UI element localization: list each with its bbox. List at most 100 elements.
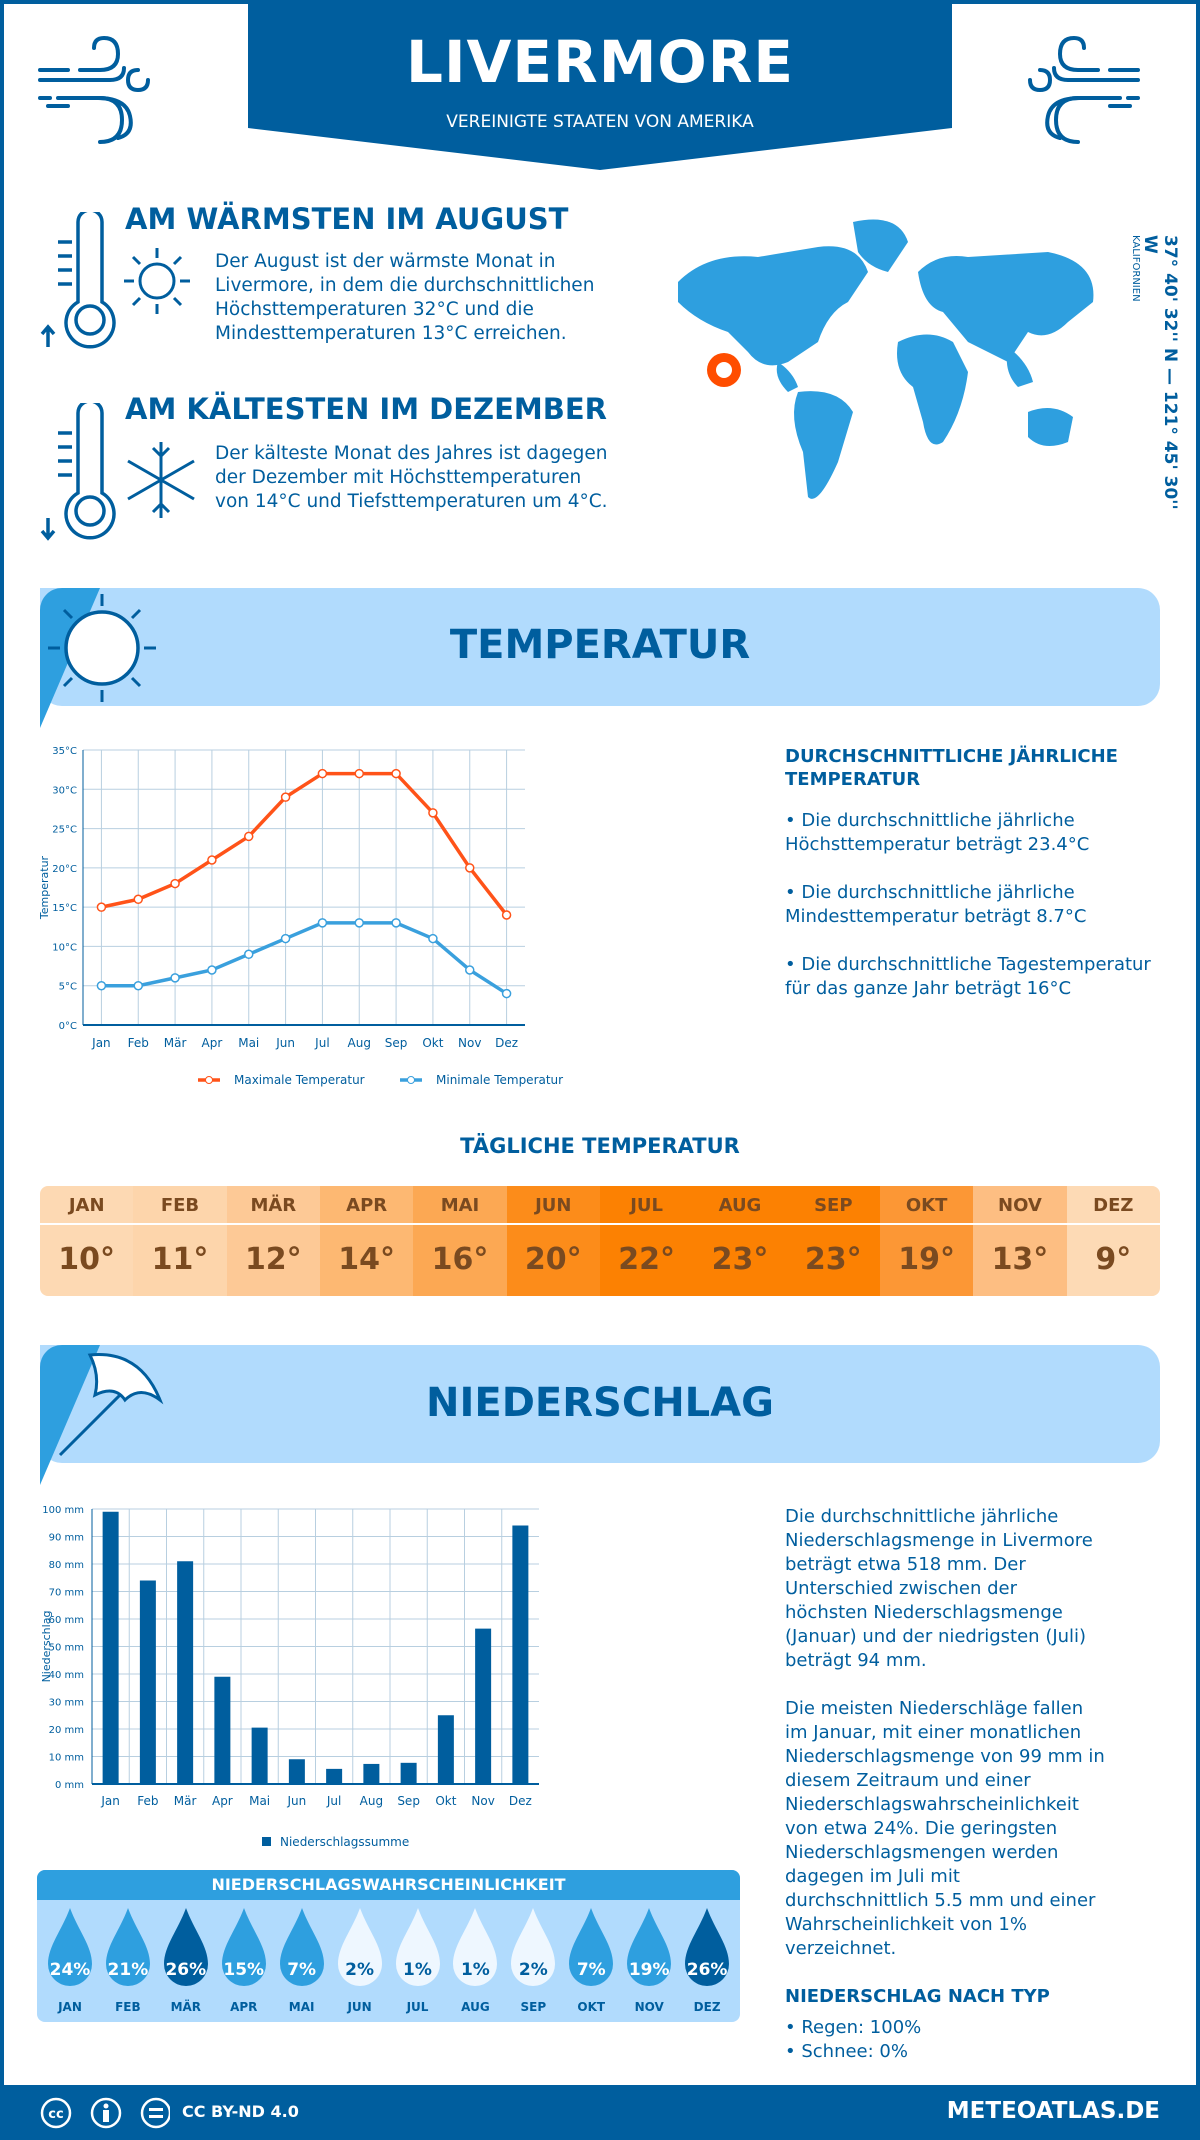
y-tick-label: 60 mm bbox=[49, 1615, 84, 1626]
legend-marker bbox=[205, 1076, 213, 1084]
sun-icon bbox=[48, 594, 156, 702]
daily-temperature-table: JAN 10° FEB 11° MÄR 12° APR 14° MAI 16° JUN 20° JUL 2… bbox=[40, 1186, 1160, 1296]
data-point bbox=[170, 878, 180, 889]
x-tick-label: Jan bbox=[100, 1794, 120, 1808]
bar bbox=[251, 1727, 268, 1784]
probability-value: 19% bbox=[628, 1960, 670, 1980]
paragraph: Die meisten Niederschläge fallen im Janu… bbox=[785, 1698, 1105, 1959]
data-point bbox=[317, 918, 328, 928]
daily-temperature-value: 13° bbox=[991, 1242, 1049, 1277]
data-point bbox=[354, 918, 364, 928]
x-tick-label: Apr bbox=[212, 1794, 233, 1808]
probability-value: 7% bbox=[287, 1960, 317, 1980]
precipitation-text: Die durchschnittliche jährliche Niedersc… bbox=[785, 1505, 1105, 2064]
y-tick-label: 50 mm bbox=[49, 1643, 84, 1654]
daily-month-feb: FEB 11° bbox=[133, 1186, 227, 1296]
daily-month-mai: MAI 16° bbox=[413, 1186, 507, 1296]
probability-drop: 21% FEB bbox=[99, 1900, 157, 2020]
bullet: • Die durchschnittliche jährliche Höchst… bbox=[785, 810, 1090, 855]
daily-temperature-value: 12° bbox=[244, 1242, 302, 1277]
month-label: NOV bbox=[634, 2000, 664, 2014]
bar bbox=[400, 1762, 417, 1784]
data-point bbox=[280, 792, 291, 802]
daily-month-mär: MÄR 12° bbox=[226, 1186, 320, 1296]
x-tick-label: Mär bbox=[164, 1036, 187, 1050]
y-tick-label: 25°C bbox=[52, 825, 77, 836]
x-tick-label: Okt bbox=[435, 1794, 456, 1808]
license-text: CC BY-ND 4.0 bbox=[182, 2102, 299, 2121]
data-point bbox=[354, 768, 364, 779]
y-tick-label: 10°C bbox=[52, 942, 77, 953]
data-point bbox=[428, 808, 438, 818]
daily-temperature-value: 22° bbox=[618, 1242, 675, 1277]
thermometer-cold-icon bbox=[40, 403, 116, 541]
header-banner bbox=[248, 0, 952, 170]
precipitation-probability: NIEDERSCHLAGSWAHRSCHEINLICHKEIT 24% JAN 21… bbox=[37, 1870, 740, 2022]
month-label: DEZ bbox=[693, 2000, 721, 2014]
temperature-title: TEMPERATUR bbox=[449, 622, 751, 668]
x-tick-label: Feb bbox=[137, 1794, 158, 1808]
month-label: NOV bbox=[973, 1186, 1067, 1225]
data-point bbox=[96, 902, 107, 912]
month-label: MÄR bbox=[226, 1186, 320, 1225]
paragraph: Die durchschnittliche jährliche Niedersc… bbox=[785, 1506, 1093, 1671]
y-tick-label: 20 mm bbox=[49, 1725, 84, 1736]
data-point bbox=[391, 768, 401, 779]
month-label: SEP bbox=[520, 2000, 547, 2014]
y-axis-label: Niederschlag bbox=[40, 1611, 53, 1683]
raindrop-icon bbox=[48, 1908, 92, 1986]
daily-temperature-value: 20° bbox=[524, 1242, 582, 1277]
daily-month-nov: NOV 13° bbox=[973, 1186, 1067, 1296]
y-tick-label: 10 mm bbox=[49, 1753, 84, 1764]
bar bbox=[102, 1511, 119, 1784]
x-tick-label: Jul bbox=[314, 1036, 329, 1050]
data-point bbox=[428, 933, 438, 944]
x-tick-label: Aug bbox=[360, 1794, 383, 1808]
daily-month-dez: DEZ 9° bbox=[1066, 1186, 1160, 1296]
raindrop-icon bbox=[221, 1908, 266, 1986]
sun-icon bbox=[124, 248, 190, 314]
wind-icon bbox=[1028, 35, 1140, 144]
data-point bbox=[280, 933, 291, 944]
probability-drop: 2% SEP bbox=[504, 1900, 562, 2020]
raindrop-icon bbox=[685, 1908, 730, 1986]
raindrop-icon bbox=[337, 1908, 382, 1986]
type-heading: NIEDERSCHLAG NACH TYP bbox=[785, 1986, 1050, 2007]
warmest-heading: AM WÄRMSTEN IM AUGUST bbox=[125, 202, 569, 236]
bullet: • Die durchschnittliche Tagestemperatur … bbox=[785, 954, 1151, 999]
probability-drop: 1% JUL bbox=[389, 1900, 447, 2020]
bar bbox=[177, 1561, 194, 1784]
raindrop-icon bbox=[105, 1908, 150, 1986]
y-tick-label: 0 mm bbox=[55, 1780, 84, 1791]
data-point bbox=[501, 910, 512, 920]
month-label: OKT bbox=[577, 2000, 606, 2014]
x-tick-label: Sep bbox=[397, 1794, 420, 1808]
site-link[interactable]: METEOATLAS.DE bbox=[946, 2098, 1160, 2124]
probability-drop: 1% AUG bbox=[446, 1900, 504, 2020]
country-subtitle: VEREINIGTE STAATEN VON AMERIKA bbox=[446, 112, 754, 132]
x-tick-label: Feb bbox=[128, 1036, 149, 1050]
month-label: JAN bbox=[58, 2000, 82, 2014]
data-point bbox=[391, 918, 401, 928]
legend-marker bbox=[407, 1076, 415, 1084]
data-point bbox=[133, 980, 143, 991]
coldest-heading: AM KÄLTESTEN IM DEZEMBER bbox=[125, 392, 607, 426]
svg-text:cc: cc bbox=[48, 2107, 63, 2122]
y-tick-label: 0°C bbox=[59, 1021, 77, 1032]
probability-value: 21% bbox=[107, 1960, 149, 1980]
legend-label: Maximale Temperatur bbox=[234, 1073, 365, 1087]
coldest-text: Der kälteste Monat des Jahres ist dagege… bbox=[215, 443, 608, 512]
data-point bbox=[465, 863, 475, 873]
x-tick-label: Mai bbox=[238, 1036, 259, 1050]
y-tick-label: 90 mm bbox=[49, 1533, 84, 1544]
x-tick-label: Sep bbox=[385, 1036, 408, 1050]
data-point bbox=[96, 980, 107, 991]
month-label: APR bbox=[230, 2000, 258, 2014]
daily-temperature-value: 23° bbox=[804, 1242, 862, 1277]
thermometer-warm-icon bbox=[40, 212, 116, 349]
data-point bbox=[501, 988, 512, 999]
month-label: JUL bbox=[406, 2000, 429, 2014]
month-label: FEB bbox=[133, 1186, 227, 1225]
x-tick-label: Jul bbox=[326, 1794, 341, 1808]
x-tick-label: Dez bbox=[509, 1794, 532, 1808]
